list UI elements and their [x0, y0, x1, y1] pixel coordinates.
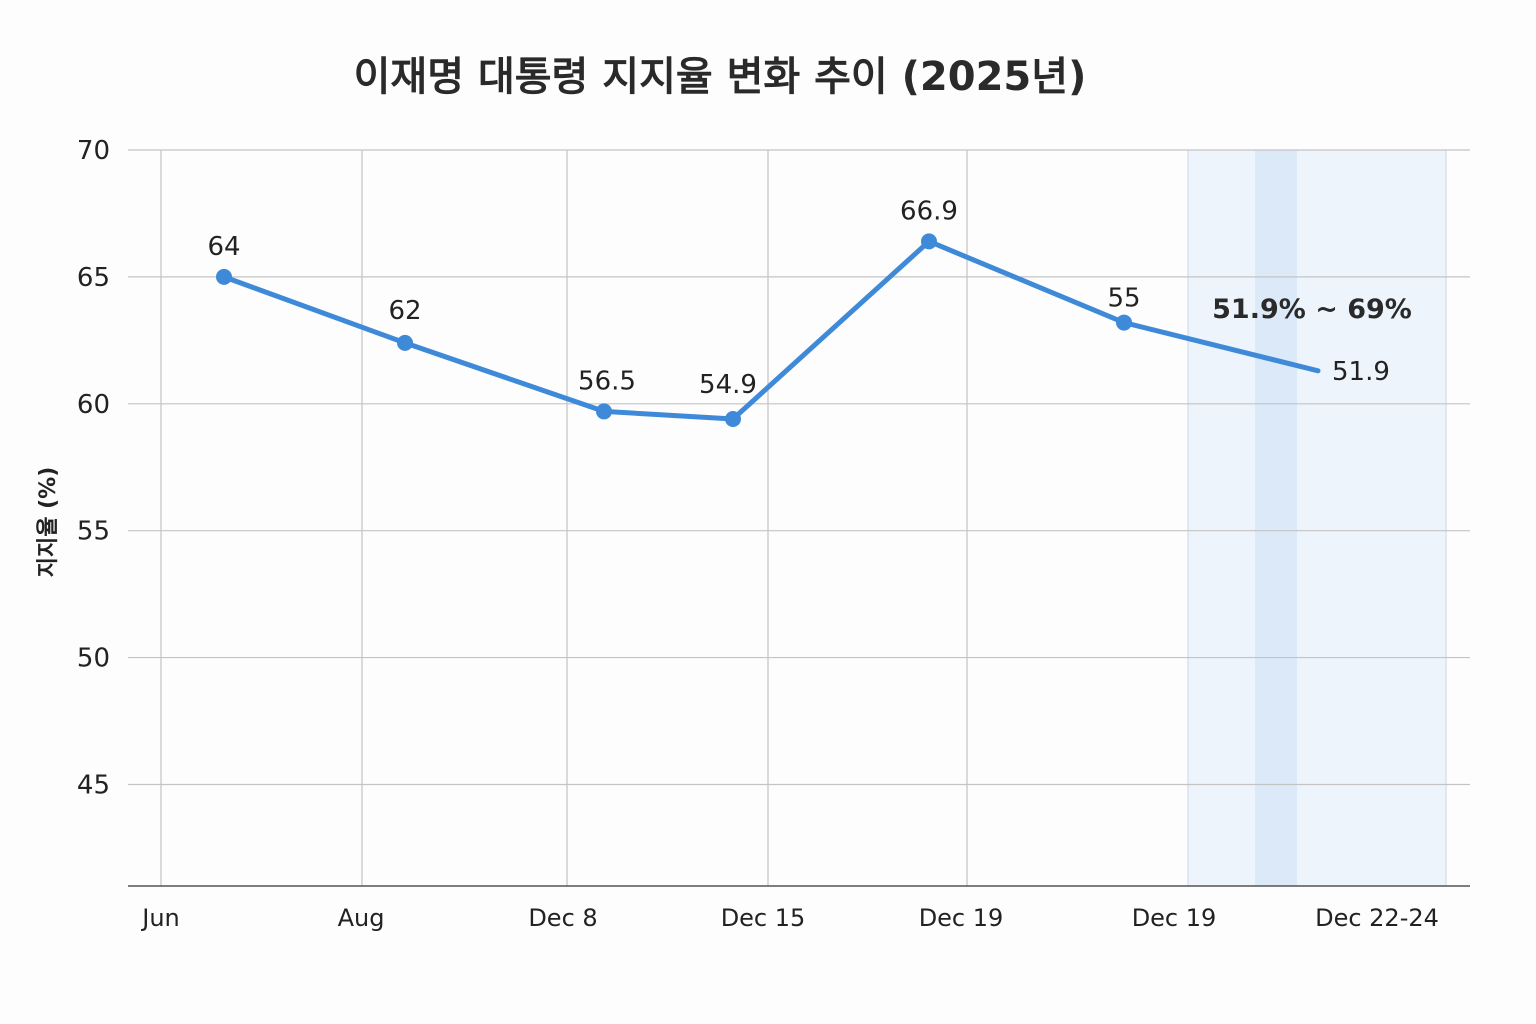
data-label: 64	[207, 232, 240, 262]
data-label: 54.9	[699, 370, 757, 400]
y-tick-label: 70	[77, 136, 110, 166]
data-label: 51.9	[1332, 357, 1390, 387]
x-tick-label: Dec 19	[919, 904, 1004, 932]
chart-title: 이재명 대통령 지지율 변화 추이 (2025년)	[353, 54, 1087, 100]
data-point	[216, 268, 232, 285]
range-annotation-label: 51.9% ~ 69%	[1212, 294, 1412, 325]
data-label: 62	[388, 296, 421, 326]
highlight-band	[1188, 150, 1446, 886]
y-tick-label: 60	[77, 390, 110, 420]
x-tick-label: Jun	[140, 904, 180, 932]
data-label: 56.5	[578, 366, 636, 396]
x-tick-label: Aug	[338, 904, 385, 932]
data-label: 66.9	[900, 196, 958, 226]
data-point	[596, 403, 612, 420]
highlight-band-core	[1255, 150, 1297, 886]
y-tick-label: 55	[77, 517, 110, 547]
data-label: 55	[1107, 284, 1140, 314]
data-point	[921, 233, 937, 250]
x-tick-label: Dec 15	[721, 904, 806, 932]
x-tick-label: Dec 8	[528, 904, 597, 932]
data-point	[1116, 314, 1132, 331]
data-point	[725, 411, 741, 428]
y-tick-label: 50	[77, 644, 110, 674]
x-tick-label: Dec 22-24	[1315, 904, 1439, 932]
data-point	[397, 334, 413, 351]
y-tick-label: 45	[77, 770, 110, 800]
y-tick-label: 65	[77, 263, 110, 293]
x-tick-label: Dec 19	[1132, 904, 1217, 932]
series-line	[221, 238, 1321, 422]
